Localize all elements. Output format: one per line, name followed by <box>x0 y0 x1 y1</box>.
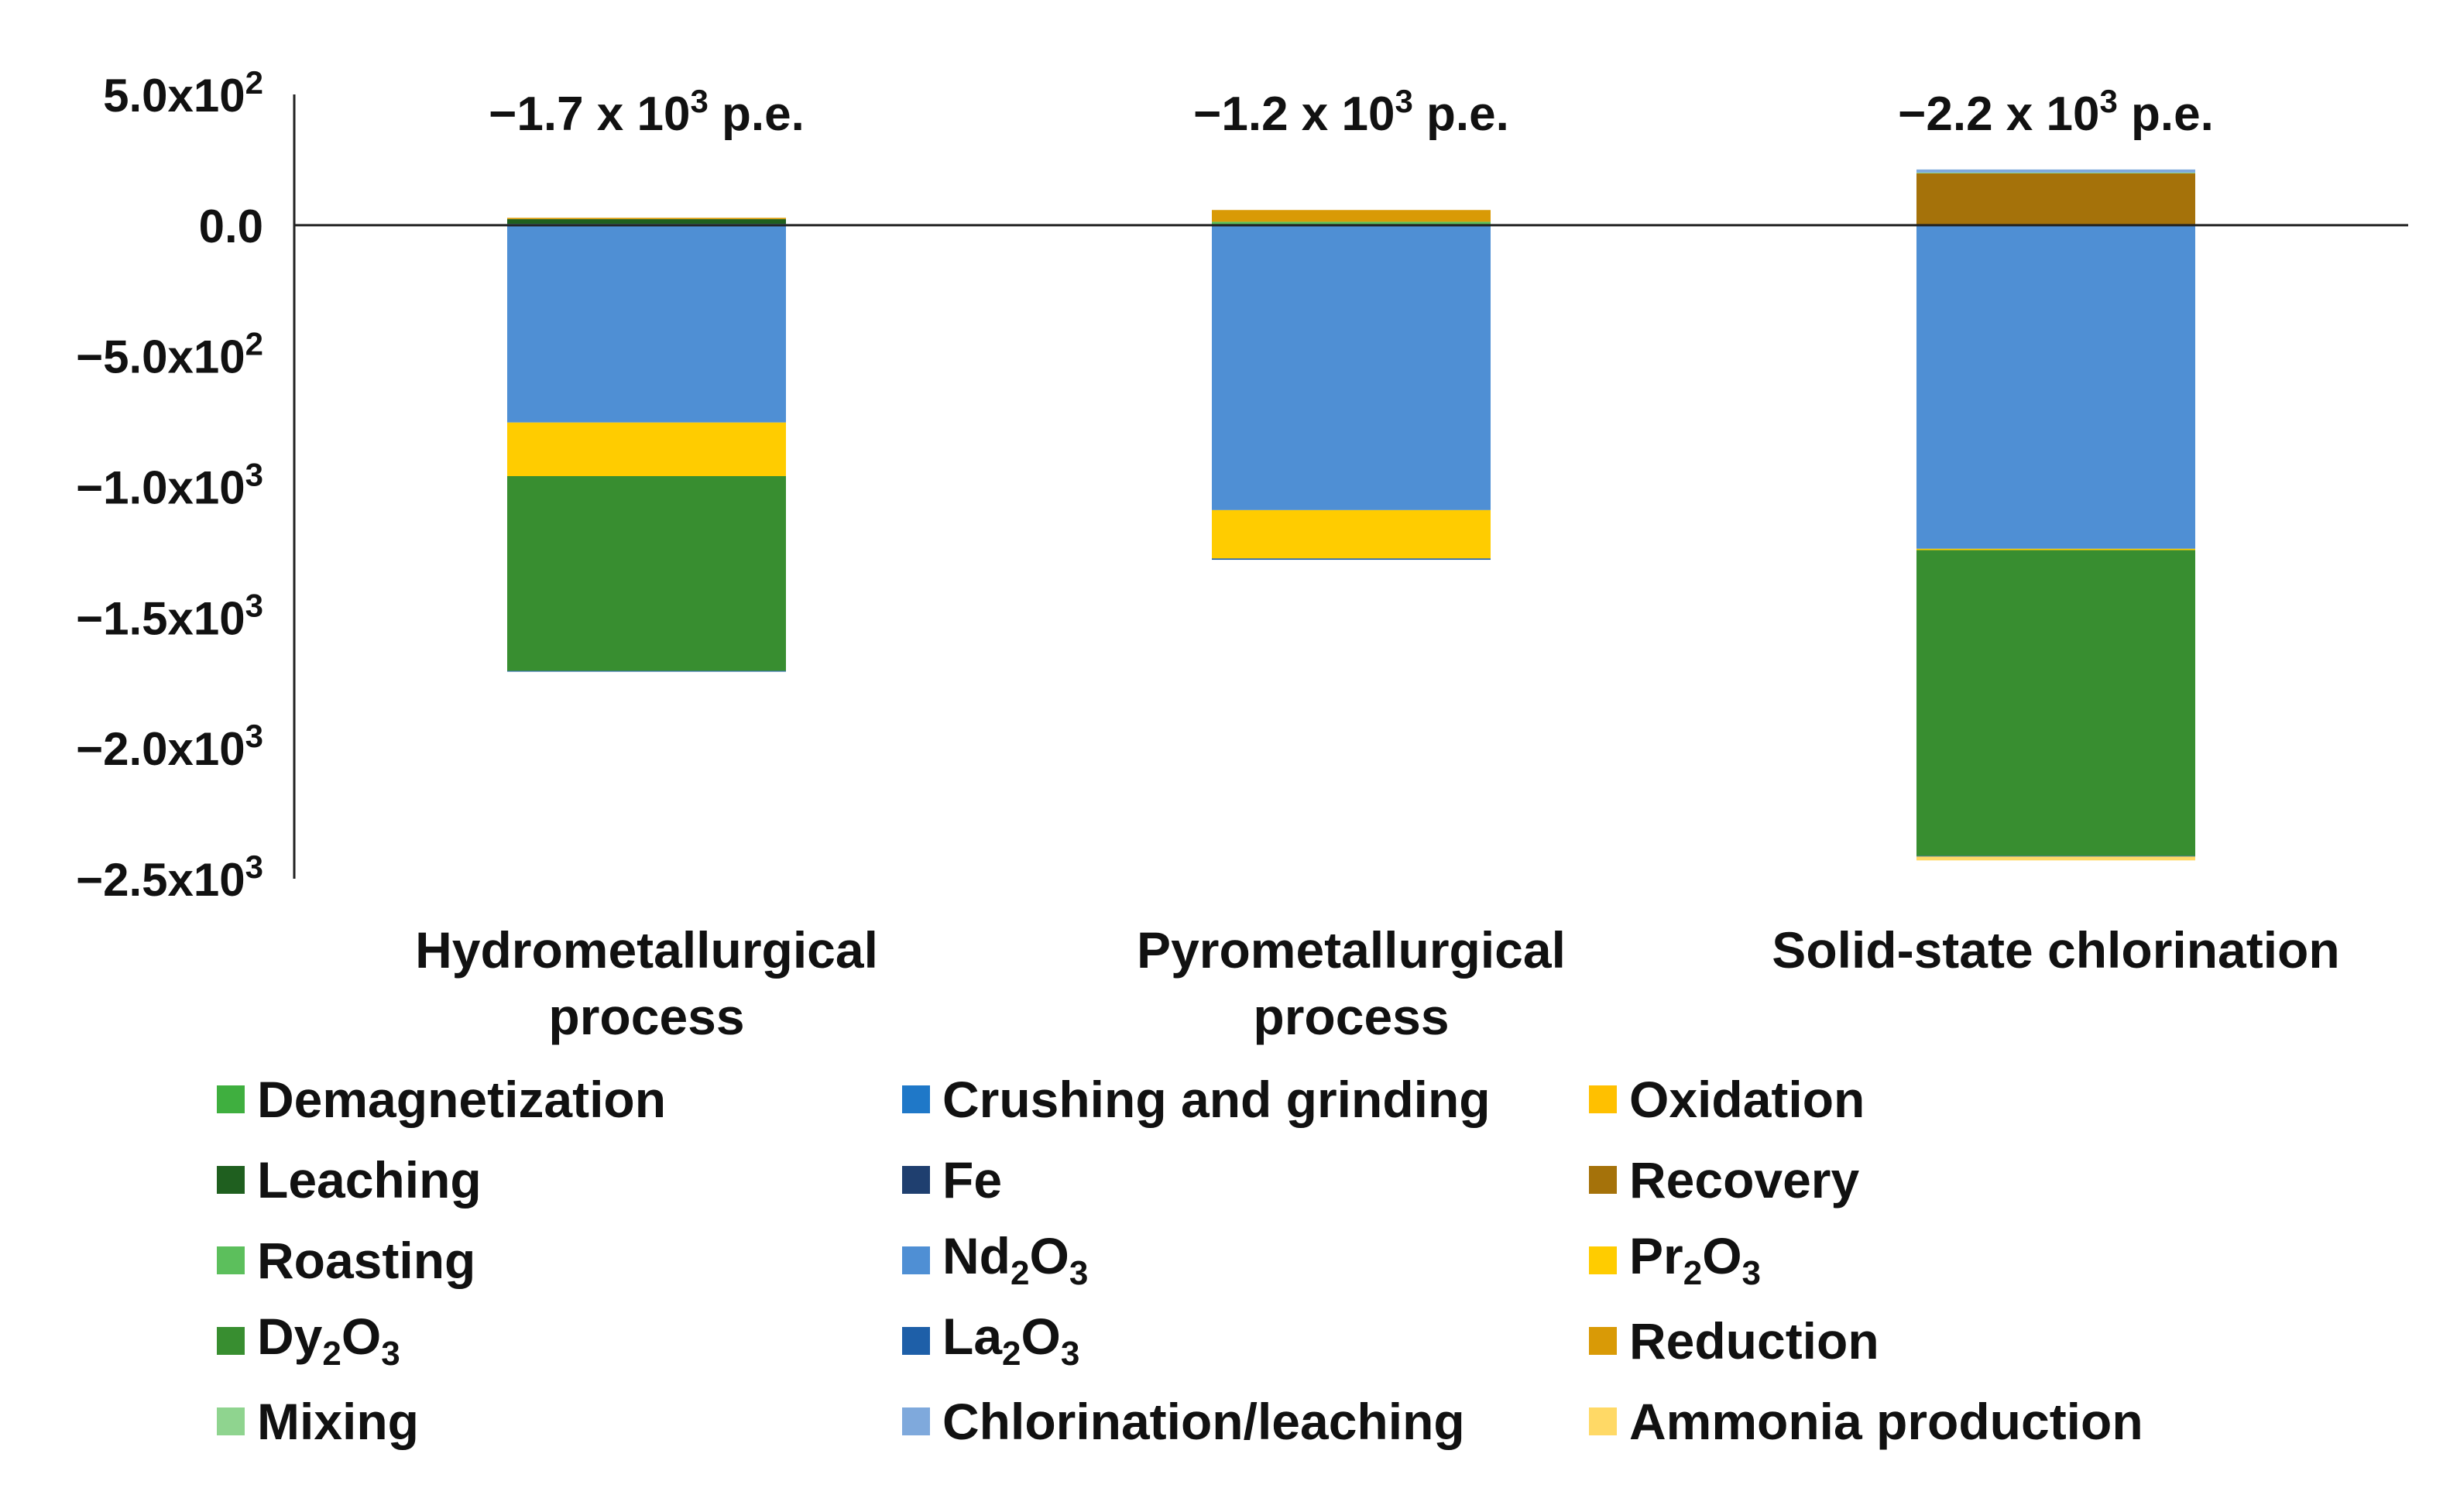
legend-label: Nd2O3 <box>942 1226 1089 1293</box>
legend-swatch <box>217 1166 245 1194</box>
legend-swatch <box>1589 1166 1617 1194</box>
legend-item: Ammonia production <box>1589 1387 2143 1456</box>
x-category-label: Pyrometallurgical <box>1137 921 1566 979</box>
legend-label: Crushing and grinding <box>942 1071 1491 1128</box>
bar-segment-nd2o3 <box>507 226 786 423</box>
x-axis-labels: Hydrometallurgical process Pyrometallurgic… <box>415 921 2340 1045</box>
legend-label: Demagnetization <box>257 1071 667 1128</box>
legend-item: La2O3 <box>902 1306 1079 1376</box>
legend-label: Roasting <box>257 1232 476 1289</box>
bar-segment-dy2o3 <box>1916 550 2195 856</box>
y-tick-label: −1.0x103 <box>76 456 263 514</box>
legend-swatch <box>902 1166 930 1194</box>
legend-label: Chlorination/leaching <box>942 1393 1465 1450</box>
bar-total-label: −1.7 x 103 p.e. <box>489 83 805 142</box>
legend-item: Pr2O3 <box>1589 1226 1761 1295</box>
bar-segment-recovery <box>1916 173 2195 225</box>
legend-swatch <box>902 1327 930 1355</box>
y-tick-label: 0.0 <box>199 201 263 252</box>
legend-label: Oxidation <box>1629 1071 1865 1128</box>
bar-segment-pr2o3 <box>1916 548 2195 550</box>
bar-segment-pr2o3 <box>507 422 786 476</box>
legend-swatch <box>1589 1327 1617 1355</box>
bar-segment-la2o3 <box>1212 558 1491 561</box>
x-category-label: Solid-state chlorination <box>1772 921 2339 979</box>
bar-segment-dy2o3 <box>507 475 786 671</box>
legend-swatch <box>1589 1407 1617 1435</box>
legend-label: Fe <box>942 1151 1003 1209</box>
legend-swatch <box>1589 1246 1617 1274</box>
legend-swatch <box>1589 1085 1617 1113</box>
legend-item: Oxidation <box>1589 1065 1865 1134</box>
legend-label: Ammonia production <box>1629 1393 2143 1450</box>
bar-segment-pr2o3 <box>1212 509 1491 559</box>
legend: Demagnetization Crushing and grinding Oxid… <box>217 1065 2230 1467</box>
bar-totals: −1.7 x 103 p.e. −1.2 x 103 p.e. −2.2 x 103… <box>489 83 2214 142</box>
bar-segment-chlorination-leaching <box>1916 169 2195 173</box>
bar-total-label: −1.2 x 103 p.e. <box>1193 83 1509 142</box>
legend-swatch <box>217 1327 245 1355</box>
bar-segment-reduction <box>1212 210 1491 222</box>
bar-segment-reduction <box>507 218 786 220</box>
legend-item: Dy2O3 <box>217 1306 400 1376</box>
legend-item: Demagnetization <box>217 1065 666 1134</box>
bar-segment-nd2o3 <box>1916 225 2195 549</box>
legend-item: Nd2O3 <box>902 1226 1088 1295</box>
legend-label: Pr2O3 <box>1629 1226 1762 1293</box>
legend-item: Crushing and grinding <box>902 1065 1491 1134</box>
legend-label: La2O3 <box>942 1307 1080 1373</box>
y-tick-label: 5.0x102 <box>103 64 263 122</box>
bar-segment-leaching <box>507 219 786 225</box>
legend-item: Chlorination/leaching <box>902 1387 1465 1456</box>
legend-label: Recovery <box>1629 1151 1860 1209</box>
legend-label: Dy2O3 <box>257 1307 400 1373</box>
bar-segment-la2o3 <box>507 670 786 672</box>
bars <box>507 169 2195 861</box>
x-category-label: process <box>548 988 744 1045</box>
bar-total-label: −2.2 x 103 p.e. <box>1898 83 2214 142</box>
legend-item: Mixing <box>217 1387 419 1456</box>
legend-item: Roasting <box>217 1226 475 1295</box>
legend-label: Mixing <box>257 1393 419 1450</box>
bar-segment-ammonia-production <box>1916 856 2195 861</box>
legend-label: Leaching <box>257 1151 482 1209</box>
y-tick-label: −2.0x103 <box>76 718 263 776</box>
legend-item: Fe <box>902 1145 1002 1215</box>
legend-swatch <box>217 1085 245 1113</box>
legend-swatch <box>902 1085 930 1113</box>
y-tick-label: −2.5x103 <box>76 849 263 907</box>
bar-segment-roasting <box>1212 221 1491 225</box>
bar-segment-la2o3 <box>1916 855 2195 857</box>
y-axis: 5.0x102 0.0 −5.0x102 −1.0x103 −1.5x103 −2.0x1… <box>76 64 296 907</box>
y-tick-label: −5.0x102 <box>76 325 263 383</box>
legend-swatch <box>902 1407 930 1435</box>
legend-swatch <box>217 1246 245 1274</box>
bar-segment-nd2o3 <box>1212 226 1491 510</box>
x-category-label: Hydrometallurgical <box>415 921 878 979</box>
legend-swatch <box>217 1407 245 1435</box>
legend-item: Leaching <box>217 1145 482 1215</box>
legend-swatch <box>902 1246 930 1274</box>
legend-item: Reduction <box>1589 1306 1879 1376</box>
x-category-label: process <box>1253 988 1449 1045</box>
y-tick-label: −1.5x103 <box>76 587 263 645</box>
legend-item: Recovery <box>1589 1145 1859 1215</box>
legend-label: Reduction <box>1629 1312 1879 1370</box>
